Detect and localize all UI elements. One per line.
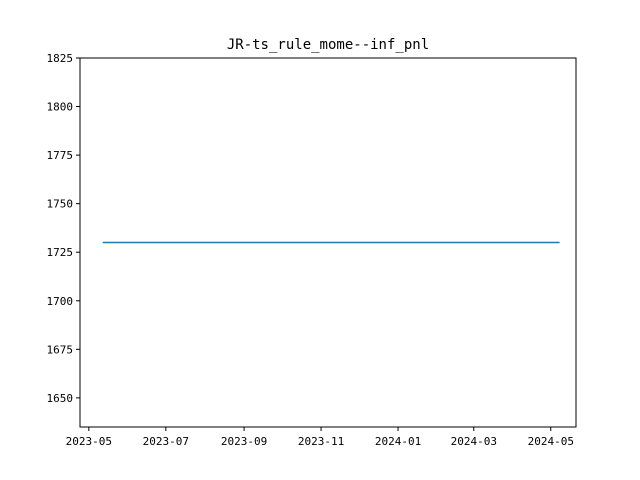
axes-frame bbox=[79, 57, 577, 428]
y-tick-label: 1700 bbox=[47, 295, 74, 308]
x-tick-label: 2023-11 bbox=[298, 435, 344, 448]
y-tick-label: 1650 bbox=[47, 392, 74, 405]
y-tick-label: 1750 bbox=[47, 198, 74, 211]
x-tick-label: 2023-07 bbox=[143, 435, 189, 448]
y-tick-label: 1800 bbox=[47, 101, 74, 114]
x-tick-label: 2024-01 bbox=[375, 435, 421, 448]
y-tick-label: 1825 bbox=[47, 52, 74, 65]
x-tick-label: 2024-05 bbox=[528, 435, 574, 448]
x-tick-label: 2023-05 bbox=[66, 435, 112, 448]
plot-area: 1650 1675 1700 1725 1750 1775 1800 1825 2023-05 2… bbox=[47, 52, 574, 448]
y-tick-label: 1675 bbox=[47, 343, 74, 356]
x-tick-label: 2023-09 bbox=[221, 435, 267, 448]
y-tick-label: 1725 bbox=[47, 246, 74, 259]
x-tick-label: 2024-03 bbox=[451, 435, 497, 448]
chart-title: JR-ts_rule_mome--inf_pnl bbox=[227, 37, 429, 53]
y-tick-label: 1775 bbox=[47, 149, 74, 162]
